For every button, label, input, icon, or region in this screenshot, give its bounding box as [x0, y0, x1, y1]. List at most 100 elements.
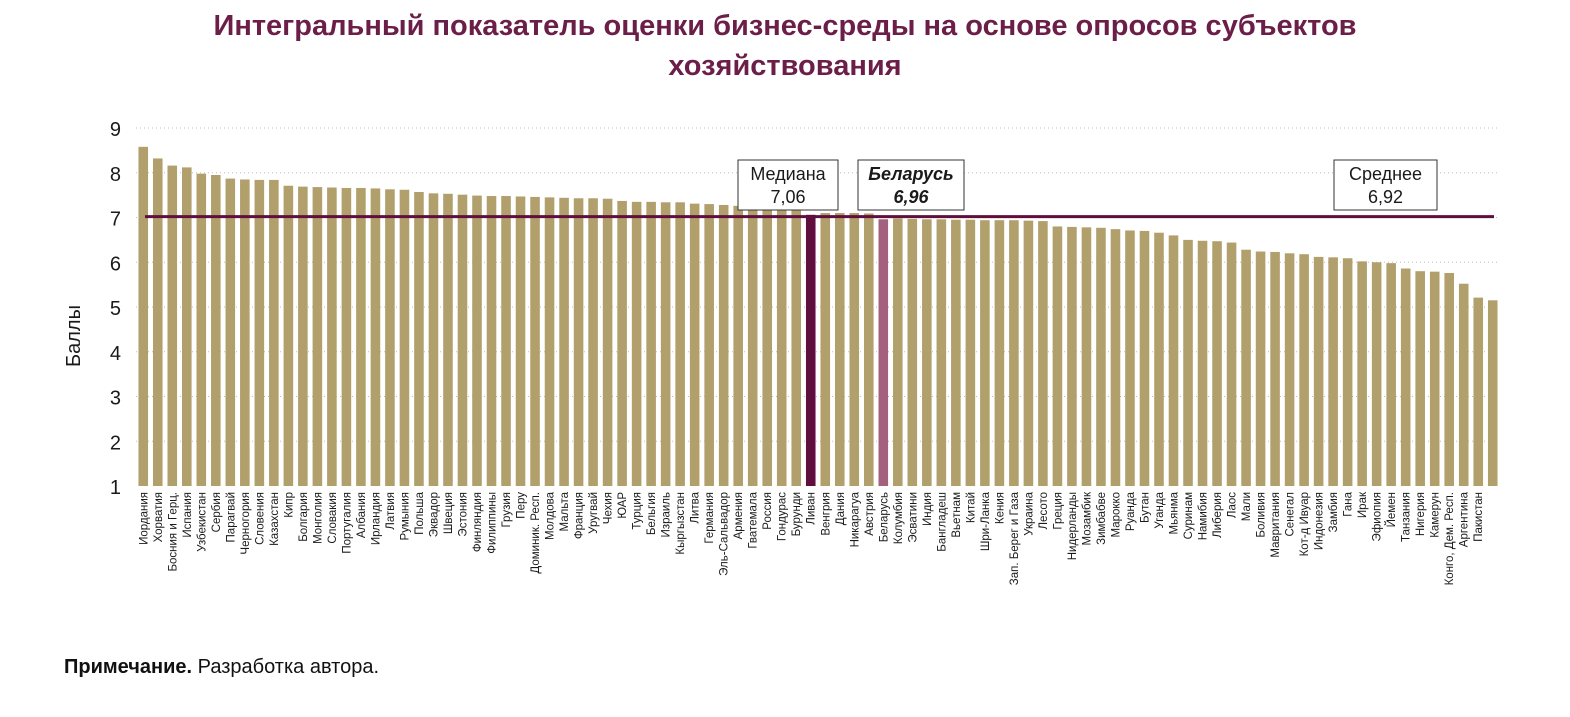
bar-Монголия — [312, 187, 323, 486]
x-tick-label: Хорватия — [153, 492, 165, 542]
bar-Руанда — [1125, 230, 1135, 486]
y-tick-label: 9 — [110, 119, 121, 141]
bar-Мозамбик — [1081, 227, 1092, 486]
x-tick-label: Перу — [516, 492, 528, 519]
bar-Финляндия — [472, 195, 482, 486]
annotation-box: Беларусь 6,96 — [857, 159, 965, 211]
x-tick-label: Греция — [1052, 492, 1064, 530]
annotations: Медиана 7,06 Беларусь 6,96 Среднее 6,92 — [737, 159, 1438, 211]
bar-Эстония — [457, 194, 468, 487]
source-note: Примечание. Разработка автора. — [64, 656, 379, 679]
x-tick-label: Ирландия — [370, 492, 382, 545]
bar-Кения — [994, 220, 1005, 486]
bar-Чехия — [602, 198, 613, 486]
x-tick-label: Кыргызстан — [675, 492, 687, 555]
bar-Индонезия — [1313, 256, 1324, 486]
x-tick-label: Эль-Сальвадор — [719, 492, 731, 576]
bar-Иордания — [138, 146, 149, 487]
x-tick-label: Украина — [1023, 491, 1035, 535]
x-tick-label: Бурунди — [791, 492, 803, 536]
bar-Кипр — [283, 185, 294, 487]
bar-Черногория — [240, 179, 250, 486]
annotation-box: Среднее 6,92 — [1333, 159, 1438, 211]
annotation-value: 7,06 — [770, 187, 805, 207]
bar-Лесото — [1038, 221, 1048, 486]
bar-Конго, Дем. Респ. — [1444, 272, 1455, 486]
y-tick-label: 5 — [110, 298, 121, 320]
x-tick-label: Гондурас — [777, 492, 789, 541]
note-label: Примечание. — [64, 656, 193, 678]
x-tick-label: Намибия — [1198, 492, 1210, 540]
x-tick-label: Пакистан — [1473, 492, 1485, 542]
bar-Польша — [414, 191, 424, 486]
x-tick-label: Нидерланды — [1067, 492, 1079, 560]
note-text: Разработка автора. — [192, 656, 379, 678]
bar-Колумбия — [893, 218, 903, 486]
x-tick-label: Эквадор — [428, 492, 440, 537]
bar-Вьетнам — [951, 219, 961, 487]
x-tick-label: Зимбабве — [1096, 492, 1108, 545]
bar-Пакистан — [1473, 297, 1484, 486]
annotation-title: Медиана — [750, 164, 826, 184]
bar-Хорватия — [152, 158, 163, 486]
bar-Замбия — [1328, 257, 1338, 486]
x-tick-label: Руанда — [1125, 491, 1137, 531]
x-tick-label: Мьянма — [1169, 491, 1181, 534]
y-tick-label: 7 — [110, 209, 121, 231]
bar-Бурунди — [791, 208, 802, 486]
bar-Мавритания — [1270, 251, 1280, 486]
bar-Израиль — [660, 202, 671, 486]
x-tick-label: Чехия — [603, 492, 615, 524]
bar-Бутан — [1139, 230, 1150, 486]
bar-Намибия — [1197, 240, 1208, 486]
x-tick-label: Германия — [704, 492, 716, 544]
bar-Швеция — [443, 193, 453, 486]
bar-Ирак — [1357, 261, 1367, 486]
bar-Босния и Герц. — [167, 165, 178, 486]
bar-Никарагуа — [849, 213, 860, 486]
bar-Кыргызстан — [675, 202, 685, 486]
bar-Молдова — [544, 197, 555, 487]
x-tick-label: Камерун — [1430, 492, 1442, 538]
bar-Филиппины — [486, 196, 497, 486]
bar-Болгария — [298, 186, 308, 486]
x-tick-label: Мальта — [559, 491, 571, 531]
bar-Нигерия — [1415, 271, 1425, 486]
x-tick-label: Китай — [965, 492, 977, 523]
bar-Словения — [254, 179, 265, 486]
annotation-frame — [857, 159, 965, 211]
bar-Испания — [181, 167, 192, 486]
annotation-frame — [737, 159, 839, 211]
y-tick-label: 1 — [110, 477, 121, 499]
x-tick-label: Либерия — [1212, 492, 1224, 538]
bar-Индия — [922, 219, 932, 487]
y-tick-label: 6 — [110, 253, 121, 275]
x-tick-label: Марокко — [1110, 492, 1122, 537]
bar-ЮАР — [617, 200, 627, 486]
x-tick-label: Никарагуа — [849, 491, 861, 547]
x-tick-label: Индонезия — [1314, 492, 1326, 550]
x-tick-label: Бангладеш — [936, 492, 948, 552]
x-tick-label: Испания — [182, 492, 194, 538]
x-tick-label: Словения — [254, 492, 266, 545]
x-tick-label: Йемен — [1385, 492, 1398, 527]
x-tick-label: Индия — [922, 492, 934, 526]
x-tick-label: Узбекистан — [196, 492, 208, 552]
x-tick-label: Кения — [994, 492, 1006, 524]
bar-Эсватини — [907, 218, 918, 486]
x-tick-label: Шри-Ланка — [980, 491, 992, 551]
annotation-title: Среднее — [1349, 164, 1422, 184]
bar-Узбекистан — [196, 173, 207, 486]
x-tick-label: Латвия — [385, 492, 397, 530]
bar-Беларусь — [878, 219, 889, 487]
x-tick-label: Армения — [733, 492, 745, 539]
bar-Эль-Сальвадор — [718, 204, 729, 486]
bar-Лаос — [1226, 242, 1237, 486]
x-tick-label: Грузия — [501, 492, 513, 528]
bar-Уганда — [1154, 232, 1164, 486]
x-tick-label: Вьетнам — [951, 492, 963, 538]
x-tick-label: Сенегал — [1285, 492, 1297, 537]
x-tick-label: Мали — [1241, 492, 1253, 521]
y-tick-label: 2 — [110, 432, 121, 454]
